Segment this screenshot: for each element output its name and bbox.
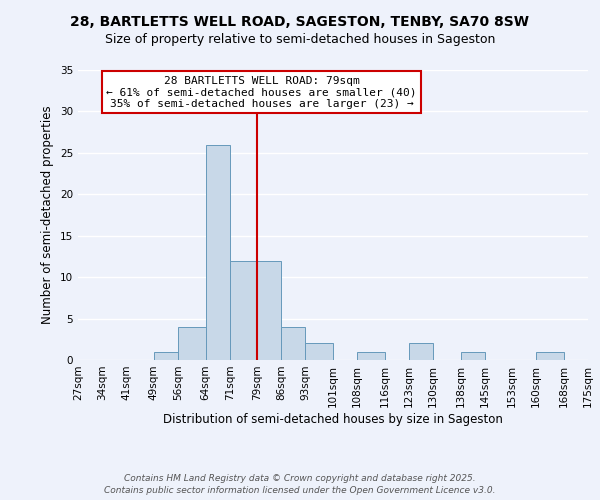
Text: Contains HM Land Registry data © Crown copyright and database right 2025.
Contai: Contains HM Land Registry data © Crown c… (104, 474, 496, 495)
Bar (257, 260, 281, 360)
Bar (409, 344, 433, 360)
X-axis label: Distribution of semi-detached houses by size in Sageston: Distribution of semi-detached houses by … (163, 412, 503, 426)
Bar (205, 144, 230, 360)
Text: Size of property relative to semi-detached houses in Sageston: Size of property relative to semi-detach… (105, 32, 495, 46)
Bar (536, 352, 564, 360)
Bar (281, 327, 305, 360)
Text: 28 BARTLETTS WELL ROAD: 79sqm
← 61% of semi-detached houses are smaller (40)
35%: 28 BARTLETTS WELL ROAD: 79sqm ← 61% of s… (106, 76, 417, 109)
Bar (154, 352, 178, 360)
Text: 28, BARTLETTS WELL ROAD, SAGESTON, TENBY, SA70 8SW: 28, BARTLETTS WELL ROAD, SAGESTON, TENBY… (71, 15, 530, 29)
Bar (305, 344, 333, 360)
Bar (230, 260, 257, 360)
Y-axis label: Number of semi-detached properties: Number of semi-detached properties (41, 106, 55, 324)
Bar (178, 327, 205, 360)
Bar (461, 352, 485, 360)
Bar (357, 352, 385, 360)
